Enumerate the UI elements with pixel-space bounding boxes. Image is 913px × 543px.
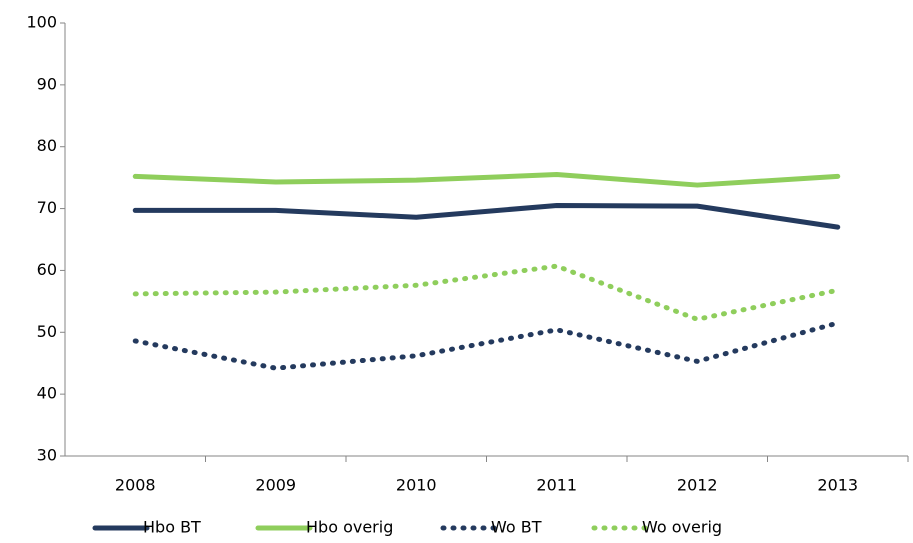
y-tick-label: 70 xyxy=(37,198,57,217)
x-tick-label: 2013 xyxy=(817,476,858,495)
series-line xyxy=(132,172,841,188)
y-tick-label: 50 xyxy=(37,322,57,341)
legend-label: Hbo overig xyxy=(306,518,393,537)
legend-label: Wo BT xyxy=(491,518,542,537)
legend-label: Wo overig xyxy=(642,518,722,537)
x-tick-label: 2010 xyxy=(396,476,437,495)
y-tick-label: 90 xyxy=(37,74,57,93)
y-tick-label: 40 xyxy=(37,384,57,403)
y-tick-label: 60 xyxy=(37,260,57,279)
x-tick-label: 2008 xyxy=(115,476,156,495)
x-tick-label: 2009 xyxy=(255,476,296,495)
series-line xyxy=(132,320,841,371)
x-tick-label: 2012 xyxy=(677,476,718,495)
y-tick-label: 100 xyxy=(26,13,57,32)
series-line xyxy=(132,263,841,322)
y-tick-label: 30 xyxy=(37,446,57,465)
y-tick-label: 80 xyxy=(37,136,57,155)
x-tick-label: 2011 xyxy=(536,476,577,495)
legend-label: Hbo BT xyxy=(143,518,201,537)
series-line xyxy=(132,202,841,230)
